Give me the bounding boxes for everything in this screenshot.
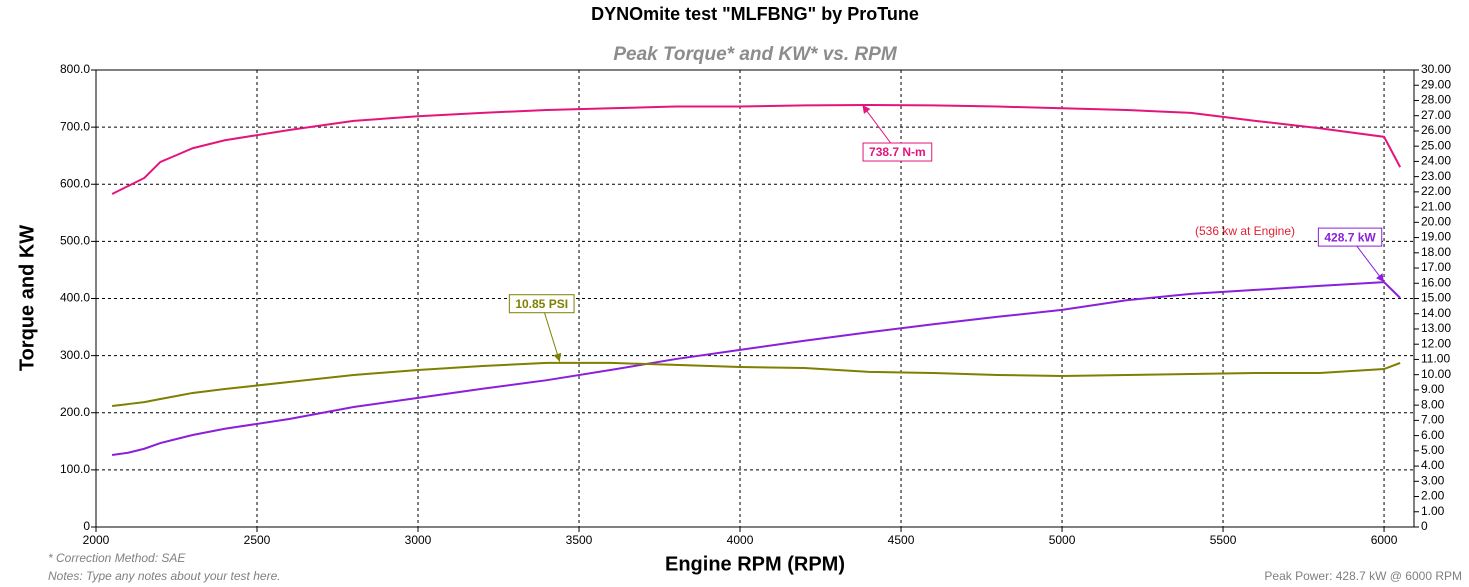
plot-frame xyxy=(95,69,1415,528)
y-tick-label: 700.0 xyxy=(60,119,90,133)
y-tick-label: 400.0 xyxy=(60,291,90,305)
y2-tick-label: 15.00 xyxy=(1421,291,1451,305)
x-tick-label: 5000 xyxy=(1049,533,1076,547)
series-line xyxy=(111,104,1402,195)
y2-tick-label: 18.00 xyxy=(1421,245,1451,259)
y-axis-label: Torque and KW xyxy=(16,225,38,371)
footer-peak: Peak Power: 428.7 kW @ 6000 RPM xyxy=(1264,569,1462,583)
y2-tick-label: 20.00 xyxy=(1421,215,1451,229)
y2-tick-label: 28.00 xyxy=(1421,93,1451,107)
y-tick-label: 600.0 xyxy=(60,176,90,190)
x-tick-label: 3500 xyxy=(566,533,593,547)
annotation-label: 428.7 kW xyxy=(1324,230,1376,244)
x-tick-label: 2500 xyxy=(244,533,271,547)
y2-tick-label: 4.00 xyxy=(1421,458,1445,472)
y2-tick-label: 3.00 xyxy=(1421,473,1445,487)
y2-tick-label: 17.00 xyxy=(1421,260,1451,274)
y2-tick-label: 8.00 xyxy=(1421,397,1445,411)
y2-tick-label: 7.00 xyxy=(1421,413,1445,427)
y2-tick-label: 22.00 xyxy=(1421,184,1451,198)
y2-tick-label: 14.00 xyxy=(1421,306,1451,320)
x-axis-label: Engine RPM (RPM) xyxy=(665,553,845,575)
y2-tick-label: 29.00 xyxy=(1421,77,1451,91)
y2-tick-label: 12.00 xyxy=(1421,336,1451,350)
y2-tick-label: 10.00 xyxy=(1421,367,1451,381)
chart-title: DYNOmite test "MLFBNG" by ProTune xyxy=(591,4,919,24)
y2-tick-label: 5.00 xyxy=(1421,443,1445,457)
note: (536 kw at Engine) xyxy=(1195,224,1295,238)
y2-tick-label: 2.00 xyxy=(1421,489,1445,503)
y2-tick-label: 11.00 xyxy=(1421,352,1450,366)
y2-tick-label: 0 xyxy=(1421,519,1428,533)
y2-tick-label: 1.00 xyxy=(1421,504,1445,518)
y2-tick-label: 19.00 xyxy=(1421,230,1451,244)
x-tick-label: 2000 xyxy=(83,533,110,547)
y2-tick-label: 26.00 xyxy=(1421,123,1451,137)
annotation-label: 10.85 PSI xyxy=(515,297,568,311)
series-line xyxy=(111,361,1401,408)
series-line xyxy=(111,281,1401,457)
y-tick-label: 300.0 xyxy=(60,348,90,362)
annotation-box xyxy=(862,142,933,162)
y2-tick-label: 23.00 xyxy=(1421,169,1451,183)
y-tick-label: 200.0 xyxy=(60,405,90,419)
x-tick-label: 5500 xyxy=(1210,533,1237,547)
y2-tick-label: 24.00 xyxy=(1421,154,1451,168)
y2-tick-label: 6.00 xyxy=(1421,428,1445,442)
y-tick-label: 100.0 xyxy=(60,462,90,476)
x-tick-label: 4000 xyxy=(727,533,754,547)
chart-subtitle: Peak Torque* and KW* vs. RPM xyxy=(613,44,897,65)
annotation-arrow xyxy=(541,303,561,362)
x-tick-label: 3000 xyxy=(405,533,432,547)
arrow-head xyxy=(1376,273,1385,283)
y2-tick-label: 16.00 xyxy=(1421,275,1451,289)
y2-tick-label: 13.00 xyxy=(1421,321,1451,335)
y-tick-label: 0 xyxy=(83,519,90,533)
arrow-head xyxy=(553,352,562,362)
arrow-head xyxy=(862,105,871,114)
footer-note: Notes: Type any notes about your test he… xyxy=(48,569,281,583)
x-tick-label: 4500 xyxy=(888,533,915,547)
y-tick-label: 800.0 xyxy=(60,62,90,76)
annotation-box xyxy=(1317,227,1383,247)
y2-tick-label: 30.00 xyxy=(1421,62,1451,76)
x-tick-label: 6000 xyxy=(1371,533,1398,547)
y2-tick-label: 25.00 xyxy=(1421,138,1451,152)
y2-tick-label: 21.00 xyxy=(1421,199,1451,213)
y-tick-label: 500.0 xyxy=(60,234,90,248)
y2-tick-label: 27.00 xyxy=(1421,108,1451,122)
annotation-label: 738.7 N-m xyxy=(869,145,926,159)
footer-note: * Correction Method: SAE xyxy=(48,551,186,565)
y2-tick-label: 9.00 xyxy=(1421,382,1445,396)
annotation-box xyxy=(508,294,575,314)
